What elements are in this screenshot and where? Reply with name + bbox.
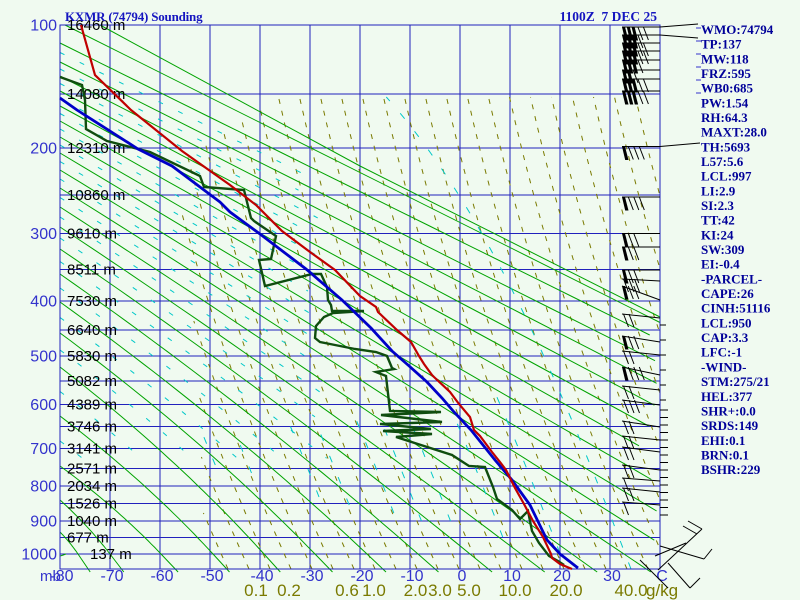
svg-text:LCL:997: LCL:997 bbox=[701, 169, 752, 184]
svg-text:L57:5.6: L57:5.6 bbox=[701, 154, 744, 169]
svg-text:FRZ:595: FRZ:595 bbox=[701, 66, 751, 81]
svg-text:EI:-0.4: EI:-0.4 bbox=[701, 257, 740, 272]
svg-text:-20: -20 bbox=[350, 568, 373, 585]
svg-text:1.0: 1.0 bbox=[362, 581, 386, 600]
svg-text:20: 20 bbox=[553, 568, 571, 585]
svg-text:KI:24: KI:24 bbox=[701, 227, 734, 242]
svg-text:WMO:74794: WMO:74794 bbox=[701, 22, 774, 37]
svg-text:3746 m: 3746 m bbox=[67, 418, 117, 435]
svg-text:10: 10 bbox=[503, 568, 521, 585]
svg-text:RH:64.3: RH:64.3 bbox=[701, 110, 748, 125]
svg-text:2034 m: 2034 m bbox=[67, 478, 117, 495]
svg-text:6640 m: 6640 m bbox=[67, 322, 117, 339]
svg-text:800: 800 bbox=[30, 479, 57, 496]
svg-text:3141 m: 3141 m bbox=[67, 441, 117, 458]
svg-text:1000: 1000 bbox=[21, 547, 57, 564]
svg-text:600: 600 bbox=[30, 397, 57, 414]
svg-text:-WIND-: -WIND- bbox=[701, 359, 747, 374]
svg-text:MAXT:28.0: MAXT:28.0 bbox=[701, 125, 767, 140]
svg-text:mb: mb bbox=[40, 568, 61, 585]
svg-text:LCL:950: LCL:950 bbox=[701, 315, 752, 330]
svg-text:SW:309: SW:309 bbox=[701, 242, 745, 257]
svg-text:-PARCEL-: -PARCEL- bbox=[701, 271, 762, 286]
svg-text:0.6: 0.6 bbox=[335, 581, 359, 600]
svg-text:2571 m: 2571 m bbox=[67, 461, 117, 478]
svg-text:TH:5693: TH:5693 bbox=[701, 139, 751, 154]
svg-text:0.1: 0.1 bbox=[244, 581, 268, 600]
svg-text:2.0: 2.0 bbox=[404, 581, 428, 600]
svg-text:1526 m: 1526 m bbox=[67, 496, 117, 513]
svg-text:-70: -70 bbox=[100, 568, 123, 585]
svg-text:-40: -40 bbox=[250, 568, 273, 585]
svg-text:677 m: 677 m bbox=[67, 530, 109, 547]
svg-text:BSHR:229: BSHR:229 bbox=[701, 462, 761, 477]
svg-text:5.0: 5.0 bbox=[457, 581, 481, 600]
svg-text:STM:275/21: STM:275/21 bbox=[701, 374, 770, 389]
svg-text:TT:42: TT:42 bbox=[701, 213, 735, 228]
svg-text:-50: -50 bbox=[200, 568, 223, 585]
svg-text:KXMR (74794) Sounding: KXMR (74794) Sounding bbox=[65, 9, 203, 24]
svg-text:7530 m: 7530 m bbox=[67, 293, 117, 310]
svg-text:1040 m: 1040 m bbox=[67, 513, 117, 530]
svg-text:8511 m: 8511 m bbox=[67, 261, 116, 278]
svg-text:0: 0 bbox=[458, 568, 467, 585]
svg-text:SHR+:0.0: SHR+:0.0 bbox=[701, 403, 756, 418]
svg-text:0.2: 0.2 bbox=[277, 581, 301, 600]
svg-text:LFC:-1: LFC:-1 bbox=[701, 345, 742, 360]
svg-text:900: 900 bbox=[30, 514, 57, 531]
svg-text:EHI:0.1: EHI:0.1 bbox=[701, 433, 745, 448]
svg-text:200: 200 bbox=[30, 141, 57, 158]
svg-text:30: 30 bbox=[603, 568, 621, 585]
svg-text:12310 m: 12310 m bbox=[67, 140, 125, 157]
svg-text:3.0: 3.0 bbox=[428, 581, 452, 600]
svg-text:500: 500 bbox=[30, 349, 57, 366]
svg-text:40.0: 40.0 bbox=[614, 581, 647, 600]
svg-text:CAPE:26: CAPE:26 bbox=[701, 286, 754, 301]
svg-text:300: 300 bbox=[30, 226, 57, 243]
svg-text:-80: -80 bbox=[50, 568, 73, 585]
svg-text:BRN:0.1: BRN:0.1 bbox=[701, 447, 749, 462]
svg-text:700: 700 bbox=[30, 441, 57, 458]
svg-text:137 m: 137 m bbox=[90, 546, 132, 563]
svg-text:C: C bbox=[656, 568, 668, 585]
svg-text:10.0: 10.0 bbox=[498, 581, 531, 600]
svg-text:TP:137: TP:137 bbox=[701, 37, 742, 52]
svg-text:SI:2.3: SI:2.3 bbox=[701, 198, 734, 213]
svg-text:400: 400 bbox=[30, 293, 57, 310]
svg-text:20.0: 20.0 bbox=[549, 581, 582, 600]
svg-text:LI:2.9: LI:2.9 bbox=[701, 183, 736, 198]
svg-text:g/kg: g/kg bbox=[646, 581, 678, 600]
svg-text:-30: -30 bbox=[300, 568, 323, 585]
svg-text:SRDS:149: SRDS:149 bbox=[701, 418, 759, 433]
svg-text:CINH:51116: CINH:51116 bbox=[701, 301, 771, 316]
svg-text:9610 m: 9610 m bbox=[67, 226, 117, 243]
svg-text:HEL:377: HEL:377 bbox=[701, 389, 753, 404]
svg-text:5830 m: 5830 m bbox=[67, 348, 117, 365]
svg-text:-10: -10 bbox=[400, 568, 423, 585]
svg-text:WB0:685: WB0:685 bbox=[701, 81, 754, 96]
svg-text:10860 m: 10860 m bbox=[67, 187, 125, 204]
svg-text:100: 100 bbox=[30, 18, 57, 35]
svg-text:-60: -60 bbox=[150, 568, 173, 585]
svg-text:MW:118: MW:118 bbox=[701, 51, 749, 66]
svg-text:CAP:3.3: CAP:3.3 bbox=[701, 330, 749, 345]
svg-text:5082 m: 5082 m bbox=[67, 373, 117, 390]
svg-text:1100Z 7 DEC 25: 1100Z 7 DEC 25 bbox=[559, 9, 657, 24]
svg-text:4389 m: 4389 m bbox=[67, 397, 117, 414]
svg-text:PW:1.54: PW:1.54 bbox=[701, 95, 749, 110]
